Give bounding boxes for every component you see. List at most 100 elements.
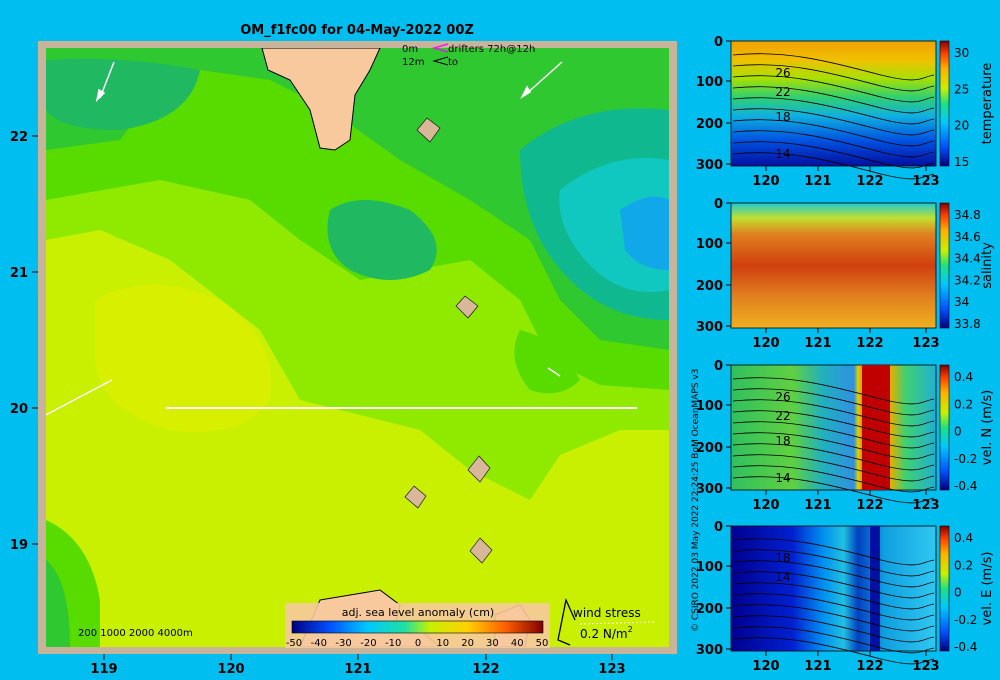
contour-label: 26 [775,390,790,404]
colorbar-ticks: -50 -40 -30 -20 -10 0 10 20 30 40 50 [286,638,549,649]
colorbar-tick-label: 50 [536,638,549,649]
contour-line [732,549,935,577]
contour-line [732,130,935,158]
section-panel-salinity: 0 100 200 300 120 121 122 123 34.8 34.6 34.4 34.2 34… [696,197,995,351]
contour-label: 18 [775,434,790,448]
contour-line [732,454,935,482]
section-panel-vel_e: 18 14 0 100 200 300 120 121 122 123 0.4 0.2 0 -0.2 -0.… [696,520,995,674]
anomaly-contour-band [46,58,200,130]
colorbar-tick-label: -50 [286,638,302,649]
colorbar-tick-label: 40 [511,638,524,649]
map-y-axis: 22 21 20 19 [10,130,38,553]
contour-label: 14 [775,570,790,584]
y-tick-label: 300 [696,320,723,335]
contour-line [732,560,935,588]
y-tick-label: 200 [696,279,723,294]
y-tick-label: 200 [696,441,723,456]
bathymetry-legend: 200 1000 2000 4000m [78,628,193,639]
colorbar-tick-label: 34.6 [954,230,981,244]
section-panel-temperature: 26 22 18 14 0 100 200 300 120 121 122 123 30 25 20 15 te… [696,35,995,189]
y-tick-label: 200 [696,602,723,617]
section-panel-vel_n: 26 22 18 14 0 100 200 300 120 121 122 123 0.4 0.2 0 -0.… [696,359,995,513]
x-tick-label: 123 [912,174,939,189]
colorbar-tick-label: 15 [954,155,969,169]
contour-label: 22 [775,409,790,423]
x-tick-label: 121 [344,662,371,677]
sea-level-colorbar [291,620,544,634]
wind-stress-scale: 0.2 N/m2 [580,625,633,641]
section-label: vel. N (m/s) [980,390,995,465]
x-tick-label: 122 [472,662,499,677]
contour-label: 14 [775,147,790,161]
contour-line [732,637,935,665]
current-core [862,365,890,490]
contour-line [732,75,935,103]
contour-line [732,443,935,471]
colorbar-tick-label: 0.2 [954,558,973,572]
y-tick-label: 100 [696,399,723,414]
colorbar-tick-label: 34 [954,295,969,309]
contour-line [732,410,935,438]
contour-line [732,421,935,449]
y-tick-label: 300 [696,158,723,173]
contour-label: 22 [775,85,790,99]
y-tick-label: 0 [714,359,723,374]
colorbar-tick-label: 30 [486,638,499,649]
x-tick-label: 120 [217,662,244,677]
x-tick-label: 122 [856,174,883,189]
y-tick-label: 22 [10,130,28,145]
x-tick-label: 119 [90,662,117,677]
taiwan-landmass [261,48,381,151]
x-tick-label: 120 [752,336,779,351]
anomaly-contour-band [95,285,272,432]
contour-label: 26 [775,66,790,80]
section-field [730,364,937,491]
contour-line [732,615,935,643]
y-tick-label: 100 [696,560,723,575]
wind-stress-arrow [579,621,656,625]
contour-line [732,626,935,654]
island [467,455,491,483]
colorbar-tick-label: 0 [954,586,962,600]
island [455,295,479,319]
colorbar-title: adj. sea level anomaly (cm) [342,606,494,619]
section-colorbar [939,364,950,491]
section-colorbar [939,40,950,167]
drifter-legend-to: to [448,57,458,68]
y-tick-label: 0 [714,520,723,535]
x-tick-label: 121 [804,659,831,674]
colorbar-tick-label: 30 [954,46,969,60]
colorbar-tick-label: -0.2 [954,452,977,466]
wind-stress-legend-icon [557,597,576,646]
contour-line [732,64,935,92]
contour-line [732,119,935,147]
section-colorbar [939,202,950,329]
current-core [870,526,880,651]
drifter-legend-icon [431,43,449,53]
contour-label: 18 [775,551,790,565]
contour-line [732,53,935,81]
colorbar-tick-label: 10 [436,638,449,649]
x-tick-label: 120 [752,498,779,513]
x-tick-label: 120 [752,659,779,674]
contour-line [732,152,935,180]
section-label: vel. E (m/s) [980,552,995,626]
x-tick-label: 120 [752,174,779,189]
y-tick-label: 0 [714,197,723,212]
x-tick-label: 121 [804,174,831,189]
anomaly-contour-band [327,200,437,280]
colorbar-tick-label: -0.2 [954,613,977,627]
section-field [730,525,937,652]
x-tick-label: 123 [912,498,939,513]
contour-line [732,604,935,632]
anomaly-contour-band [46,48,669,350]
y-tick-label: 20 [10,402,28,417]
colorbar-tick-label: 20 [461,638,474,649]
section-colorbar [939,525,950,652]
y-tick-label: 300 [696,482,723,497]
section-field [730,40,937,167]
colorbar-tick-label: 33.8 [954,317,981,331]
y-tick-label: 300 [696,643,723,658]
y-tick-label: 0 [714,35,723,50]
